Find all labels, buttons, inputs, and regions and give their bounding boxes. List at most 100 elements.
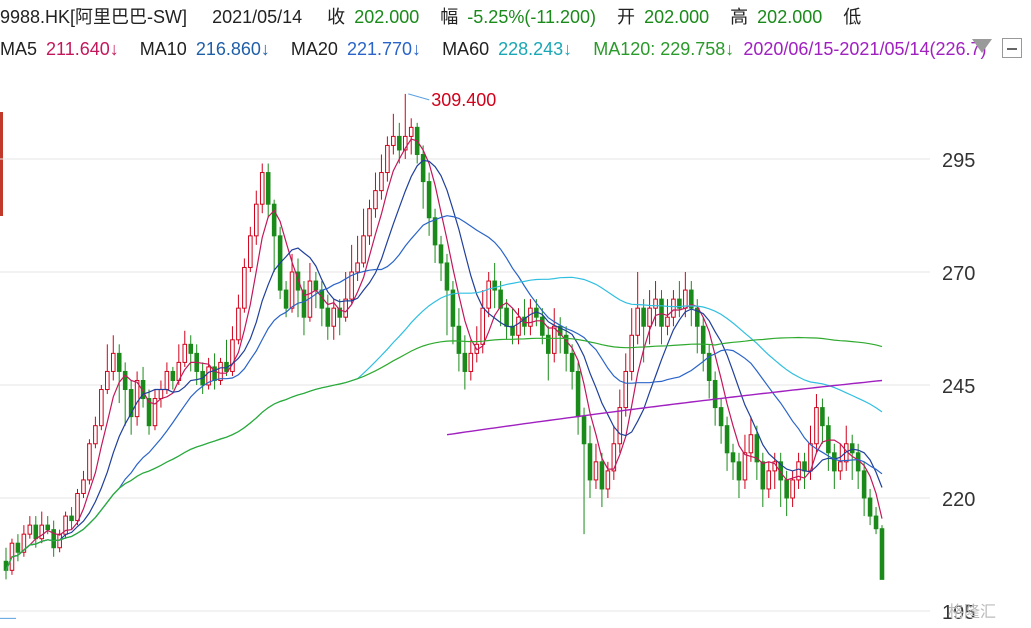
candle-body: [575, 370, 581, 418]
close-label: 收: [327, 7, 346, 27]
candle-body: [456, 325, 462, 354]
candle-body: [15, 542, 21, 553]
candle-body: [93, 425, 98, 445]
candle-body: [99, 389, 104, 427]
candle-body: [373, 190, 378, 210]
candle-body: [188, 343, 194, 354]
watermark: 格隆汇: [948, 604, 997, 621]
candle-body: [236, 307, 241, 341]
candle-body: [170, 370, 176, 381]
candle-body: [361, 235, 366, 264]
ma10-label: MA10: [139, 39, 187, 59]
candle-body: [397, 135, 402, 151]
kline-chart: 295 270 245 220 195 309.400202.000: [0, 90, 975, 624]
candle-body: [516, 316, 521, 336]
ma-line-5: [5, 138, 883, 571]
candle-body: [730, 452, 736, 463]
candle-body: [45, 524, 51, 531]
selection-marker: [0, 112, 3, 216]
collapse-minus-icon[interactable]: [1002, 38, 1022, 58]
candle-body: [563, 334, 569, 354]
candle-body: [253, 203, 259, 237]
candle-body: [504, 307, 509, 327]
y-tick-label: 245: [942, 376, 975, 398]
candle-body: [450, 289, 456, 327]
candle-body: [33, 524, 39, 540]
candle-body: [486, 280, 491, 309]
candle-body: [259, 172, 265, 205]
candle-body: [408, 126, 414, 137]
candles-layer: [3, 93, 885, 580]
candle-body: [814, 407, 819, 445]
candle-body: [343, 298, 348, 318]
candle-body: [867, 497, 873, 517]
ma20-label: MA20: [290, 39, 338, 59]
dropdown-triangle-icon[interactable]: [972, 39, 992, 53]
candle-body: [826, 425, 831, 454]
candle-body: [689, 289, 694, 309]
candle-body: [81, 479, 86, 494]
candle-body: [27, 524, 33, 535]
candle-body: [766, 470, 772, 490]
close-value: 202.000: [354, 7, 420, 27]
candle-body: [301, 289, 307, 318]
candle-body: [444, 262, 450, 291]
candle-body: [671, 298, 676, 318]
ma5-label: MA5: [0, 39, 38, 59]
low-label: 低: [843, 7, 862, 27]
open-value: 202.000: [644, 7, 710, 27]
candle-body: [712, 379, 718, 409]
candle-body: [134, 379, 140, 418]
ma-line-20: [5, 215, 883, 571]
change-label: 幅: [440, 7, 459, 27]
candle-body: [438, 244, 444, 264]
candle-body: [510, 325, 515, 336]
candle-body: [742, 452, 748, 481]
candle-body: [820, 407, 825, 427]
candle-body: [265, 172, 271, 205]
candle-body: [21, 533, 27, 553]
candle-body: [724, 425, 730, 454]
candle-body: [796, 461, 801, 481]
candle-body: [736, 461, 742, 481]
candle-body: [879, 528, 885, 580]
candle-body: [426, 181, 432, 219]
candle-body: [873, 515, 879, 530]
candle-body: [158, 389, 164, 400]
candle-body: [39, 524, 45, 540]
candle-body: [480, 307, 486, 345]
ma20-value: 221.770↓: [346, 39, 422, 59]
annotations-layer: 309.400202.000: [0, 90, 496, 619]
y-tick-label: 295: [942, 150, 975, 172]
candle-body: [647, 307, 652, 327]
candle-body: [492, 280, 497, 291]
ma-line-10: [5, 159, 883, 571]
high-label: 高: [730, 7, 749, 27]
quote-header: 9988.HK[阿里巴巴-SW] 2021/05/14 收 202.000 幅 …: [0, 2, 1031, 32]
candle-body: [218, 361, 223, 381]
ma60-value: 228.243↓: [498, 39, 573, 59]
high-value: 202.000: [757, 7, 823, 27]
candle-body: [355, 262, 360, 273]
candle-body: [784, 479, 789, 499]
candle-body: [581, 416, 587, 445]
candle-body: [605, 470, 611, 490]
open-label: 开: [617, 7, 636, 27]
candle-body: [700, 325, 706, 354]
candle-body: [206, 366, 211, 386]
candle-body: [569, 352, 575, 372]
candle-body: [587, 443, 593, 481]
candle-body: [122, 370, 128, 391]
candle-body: [623, 370, 629, 409]
candle-body: [283, 289, 289, 309]
candle-body: [659, 298, 664, 327]
candle-body: [790, 479, 795, 499]
candle-body: [116, 352, 122, 372]
ma5-value: 211.640↓: [46, 39, 119, 59]
candle-body: [248, 235, 253, 268]
candle-body: [57, 533, 62, 549]
candle-body: [87, 443, 92, 481]
y-tick-label: 220: [942, 489, 975, 511]
candle-body: [617, 407, 623, 445]
candle-body: [110, 352, 116, 372]
